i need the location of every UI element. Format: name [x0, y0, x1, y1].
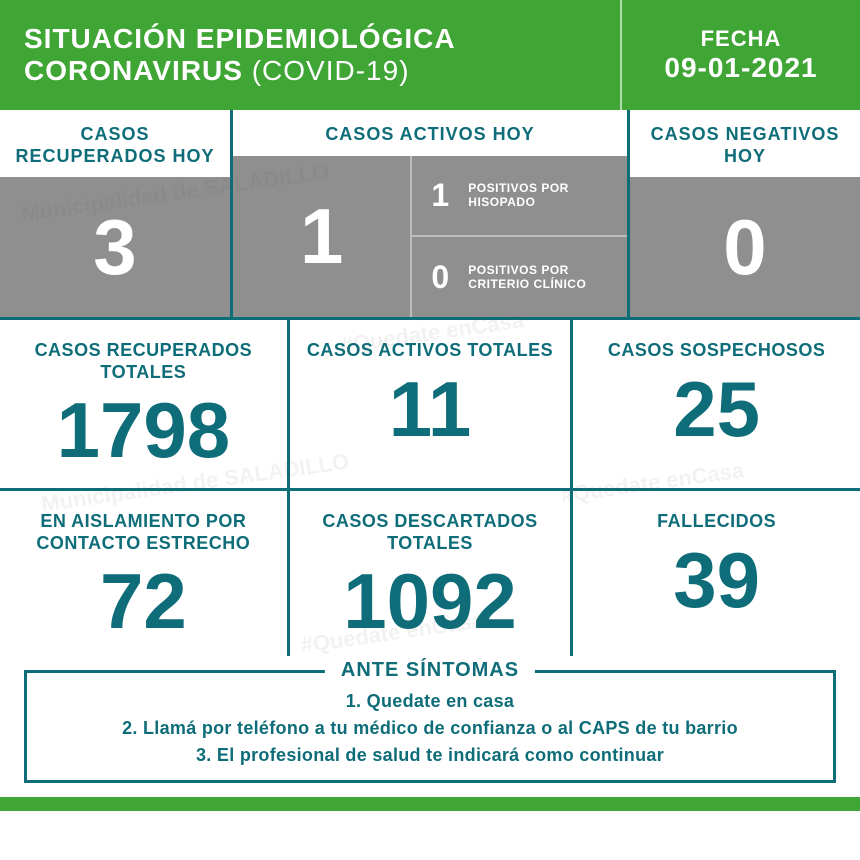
footer-strip: [0, 797, 860, 811]
total-isolation-label: EN AISLAMIENTO POR CONTACTO ESTRECHO: [10, 511, 277, 554]
today-recovered: CASOS RECUPERADOS HOY 3: [0, 110, 230, 317]
today-recovered-label: CASOS RECUPERADOS HOY: [0, 110, 230, 177]
total-isolation: EN AISLAMIENTO POR CONTACTO ESTRECHO 72: [0, 488, 287, 656]
total-discarded-value: 1092: [300, 562, 561, 640]
today-clinic-value: 0: [412, 259, 468, 296]
total-active: CASOS ACTIVOS TOTALES 11: [287, 320, 574, 488]
total-active-value: 11: [300, 370, 561, 448]
today-recovered-value: 3: [0, 177, 230, 317]
total-suspected-value: 25: [583, 370, 850, 448]
today-negative-value: 0: [630, 177, 860, 317]
symptoms-box: ANTE SÍNTOMAS 1. Quedate en casa 2. Llam…: [24, 670, 836, 783]
today-swab: 1 POSITIVOS POR HISOPADO: [410, 156, 627, 236]
today-negative-label: CASOS NEGATIVOS HOY: [630, 110, 860, 177]
total-deaths-value: 39: [583, 541, 850, 619]
today-row: CASOS RECUPERADOS HOY 3 CASOS ACTIVOS HO…: [0, 110, 860, 320]
symptoms-section: ANTE SÍNTOMAS 1. Quedate en casa 2. Llam…: [0, 656, 860, 789]
header-line2: CORONAVIRUS (COVID-19): [24, 55, 596, 87]
symptoms-title: ANTE SÍNTOMAS: [325, 659, 535, 682]
header-title-block: SITUACIÓN EPIDEMIOLÓGICA CORONAVIRUS (CO…: [0, 0, 620, 110]
total-recovered: CASOS RECUPERADOS TOTALES 1798: [0, 320, 287, 488]
header-line1: SITUACIÓN EPIDEMIOLÓGICA: [24, 23, 596, 55]
covid-report: Municipalidad de SALADILLO #Quedate enCa…: [0, 0, 860, 860]
today-swab-label: POSITIVOS POR HISOPADO: [468, 181, 627, 210]
today-active-value: 1: [233, 156, 410, 317]
total-suspected: CASOS SOSPECHOSOS 25: [573, 320, 860, 488]
total-isolation-value: 72: [10, 562, 277, 640]
symptoms-line-2: 2. Llamá por teléfono a tu médico de con…: [43, 718, 817, 739]
date-label: FECHA: [701, 26, 782, 52]
today-active: CASOS ACTIVOS HOY 1 1 POSITIVOS POR HISO…: [230, 110, 630, 317]
total-suspected-label: CASOS SOSPECHOSOS: [583, 340, 850, 362]
today-negative: CASOS NEGATIVOS HOY 0: [630, 110, 860, 317]
symptoms-line-3: 3. El profesional de salud te indicará c…: [43, 745, 817, 766]
symptoms-line-1: 1. Quedate en casa: [43, 691, 817, 712]
today-active-label: CASOS ACTIVOS HOY: [233, 110, 627, 156]
totals-grid: CASOS RECUPERADOS TOTALES 1798 CASOS ACT…: [0, 320, 860, 656]
total-discarded-label: CASOS DESCARTADOS TOTALES: [300, 511, 561, 554]
header: SITUACIÓN EPIDEMIOLÓGICA CORONAVIRUS (CO…: [0, 0, 860, 110]
total-active-label: CASOS ACTIVOS TOTALES: [300, 340, 561, 362]
header-line2b: (COVID-19): [252, 55, 410, 86]
today-clinic-label: POSITIVOS POR CRITERIO CLÍNICO: [468, 263, 627, 292]
today-active-breakdown: 1 POSITIVOS POR HISOPADO 0 POSITIVOS POR…: [410, 156, 627, 317]
total-deaths-label: FALLECIDOS: [583, 511, 850, 533]
header-date-block: FECHA 09-01-2021: [620, 0, 860, 110]
today-swab-value: 1: [412, 177, 468, 214]
date-value: 09-01-2021: [664, 52, 817, 84]
total-recovered-value: 1798: [10, 391, 277, 469]
total-deaths: FALLECIDOS 39: [573, 488, 860, 656]
total-recovered-label: CASOS RECUPERADOS TOTALES: [10, 340, 277, 383]
header-line2a: CORONAVIRUS: [24, 55, 243, 86]
total-discarded: CASOS DESCARTADOS TOTALES 1092: [287, 488, 574, 656]
today-clinic: 0 POSITIVOS POR CRITERIO CLÍNICO: [410, 235, 627, 317]
